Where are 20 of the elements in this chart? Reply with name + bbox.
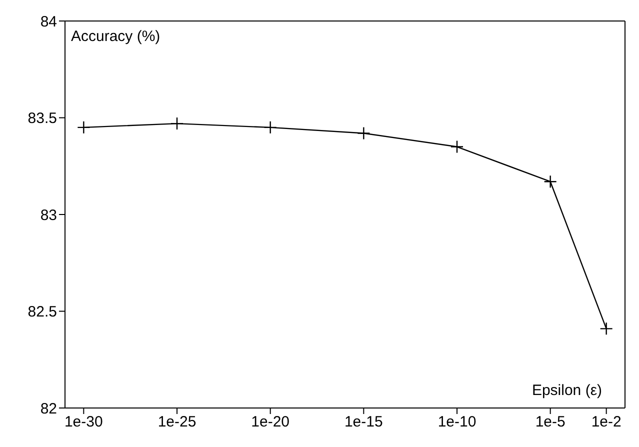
y-tick-label: 83: [40, 206, 57, 224]
x-tick-label: 1e-20: [251, 414, 290, 431]
x-tick-label: 1e-15: [344, 414, 383, 431]
x-tick-label: 1e-30: [64, 414, 103, 431]
y-axis-title: Accuracy (%): [71, 28, 160, 45]
point: [450, 140, 464, 154]
x-tick-label: 1e-10: [438, 414, 476, 431]
point: [170, 116, 184, 130]
x-axis-title: Epsilon (ε): [532, 382, 602, 399]
y-tick-label: 83.5: [28, 110, 57, 128]
x-tick-label: 1e-5: [535, 414, 566, 431]
y-tick-label: 82: [40, 400, 57, 418]
point: [264, 120, 277, 134]
y-tick-label: 84: [40, 13, 57, 30]
point: [77, 120, 90, 134]
y-tick-label: 82.5: [28, 304, 57, 321]
x-tick-label: 1e-2: [591, 414, 622, 431]
x-tick-label: 1e-25: [158, 414, 196, 431]
point: [357, 126, 370, 140]
point: [544, 175, 557, 188]
